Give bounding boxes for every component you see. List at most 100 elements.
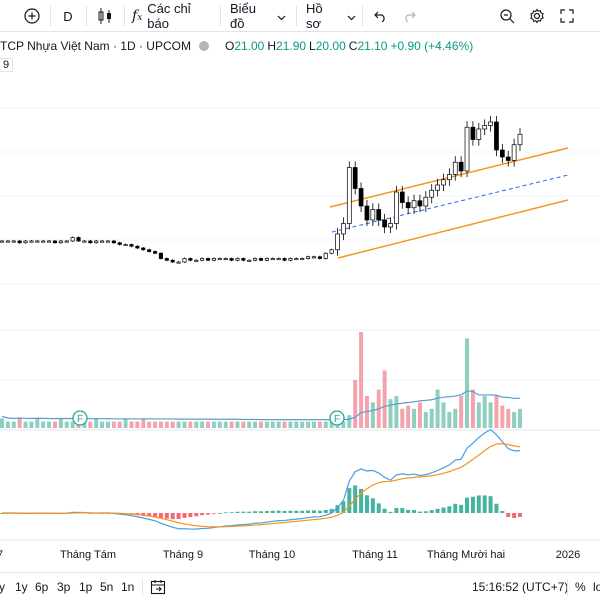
macd-histogram-bar [400,508,405,513]
volume-bar [105,421,110,428]
candle [394,191,399,224]
candle [188,258,193,261]
macd-histogram-bar [364,495,369,513]
profile-button[interactable]: Hồ sơ [306,0,356,32]
fullscreen-icon[interactable] [556,0,578,32]
volume-bar [235,421,240,428]
interval-button[interactable]: D [63,8,73,24]
candle [94,240,99,244]
volume-bar [211,421,216,428]
candle [253,258,258,261]
layout-button[interactable]: Biểu đồ [230,0,286,32]
volume-bar [382,370,387,428]
macd-histogram-bar [423,511,428,513]
candlestick-icon[interactable] [94,0,116,32]
volume-bar [353,380,358,428]
zoom-icon[interactable] [496,0,518,32]
candle [323,252,328,259]
volume-bar [88,421,93,428]
volume-bar [117,421,122,428]
plus-circle-icon[interactable] [20,0,44,32]
macd-histogram-bar [500,511,505,513]
event-marker-label: F [334,414,340,425]
candle [52,240,58,244]
candle [264,258,269,261]
candle [152,251,158,254]
volume-bar [500,405,505,428]
calendar-range-icon[interactable] [150,573,166,600]
event-marker [329,410,345,426]
macd-histogram-bar [512,513,517,519]
macd-histogram-bar [323,509,328,513]
candle [141,247,146,251]
candle [329,249,334,254]
volume-bar [264,421,269,428]
high-label: H [267,39,277,53]
candle [0,240,5,243]
macd-histogram-bar [382,508,387,513]
range-button-1p[interactable]: 1p [79,580,93,594]
macd-histogram-bar [488,496,493,513]
sub-legend[interactable]: 9 [0,58,14,72]
percent-toggle[interactable]: % [575,580,586,594]
range-button-y[interactable]: y [0,580,5,594]
candle [311,256,317,259]
candle [482,125,488,130]
candle [135,245,140,249]
volume-bar [188,421,193,428]
volume-bar [23,421,28,428]
macd-histogram-bar [294,510,299,513]
time-axis-label: 2026 [555,549,581,561]
open-value: 21.00 [234,39,265,53]
range-button-5n[interactable]: 5n [100,580,114,594]
clock-readout[interactable]: 15:16:52 (UTC+7) [472,580,569,594]
range-button-1n[interactable]: 1n [121,580,135,594]
candle [258,258,264,261]
symbol-title[interactable]: TCP Nhựa Việt Nam · 1D · UPCOM [0,39,191,53]
range-button-1y[interactable]: 1y [15,580,28,594]
volume-bar [64,421,69,428]
range-button-3p[interactable]: 3p [57,580,71,594]
toolbar-divider [220,6,221,26]
volume-bar [465,338,470,428]
indicators-button[interactable]: fx Các chỉ báo [132,0,214,32]
macd-histogram-bar [335,505,340,513]
volume-bar [253,421,258,428]
candle [388,223,393,228]
volume-bar [111,421,116,428]
macd-histogram-bar [329,508,334,513]
macd-histogram-bar [506,513,511,518]
log-toggle[interactable]: lo [593,580,600,594]
candle [105,240,111,243]
macd-histogram-bar [182,513,187,518]
macd-histogram-bar [388,511,393,513]
volume-bar [270,421,275,428]
macd-histogram-bar [300,510,305,513]
candle [235,258,240,261]
volume-bar [217,421,222,428]
volume-bar [359,332,364,428]
undo-icon[interactable] [372,0,390,32]
volume-bar [29,421,34,428]
volume-bar [341,421,346,428]
candle [229,258,234,261]
volume-bar [329,421,334,428]
macd-histogram-bar [429,510,434,513]
macd-histogram-bar [276,510,281,513]
candle [358,188,364,207]
macd-histogram-bar [317,510,322,513]
time-axis-label: Tháng 9 [162,549,204,561]
volume-bar [488,402,493,428]
candle [47,240,52,243]
range-button-6p[interactable]: 6p [35,580,49,594]
gear-icon[interactable] [526,0,548,32]
macd-histogram-bar [459,504,464,513]
chevron-down-icon [347,9,356,24]
volume-bar [94,418,99,428]
volume-bar [317,421,322,428]
candle [447,174,452,181]
low-value: 20.00 [315,39,346,53]
redo-icon[interactable] [400,0,418,32]
volume-bar [323,421,328,428]
